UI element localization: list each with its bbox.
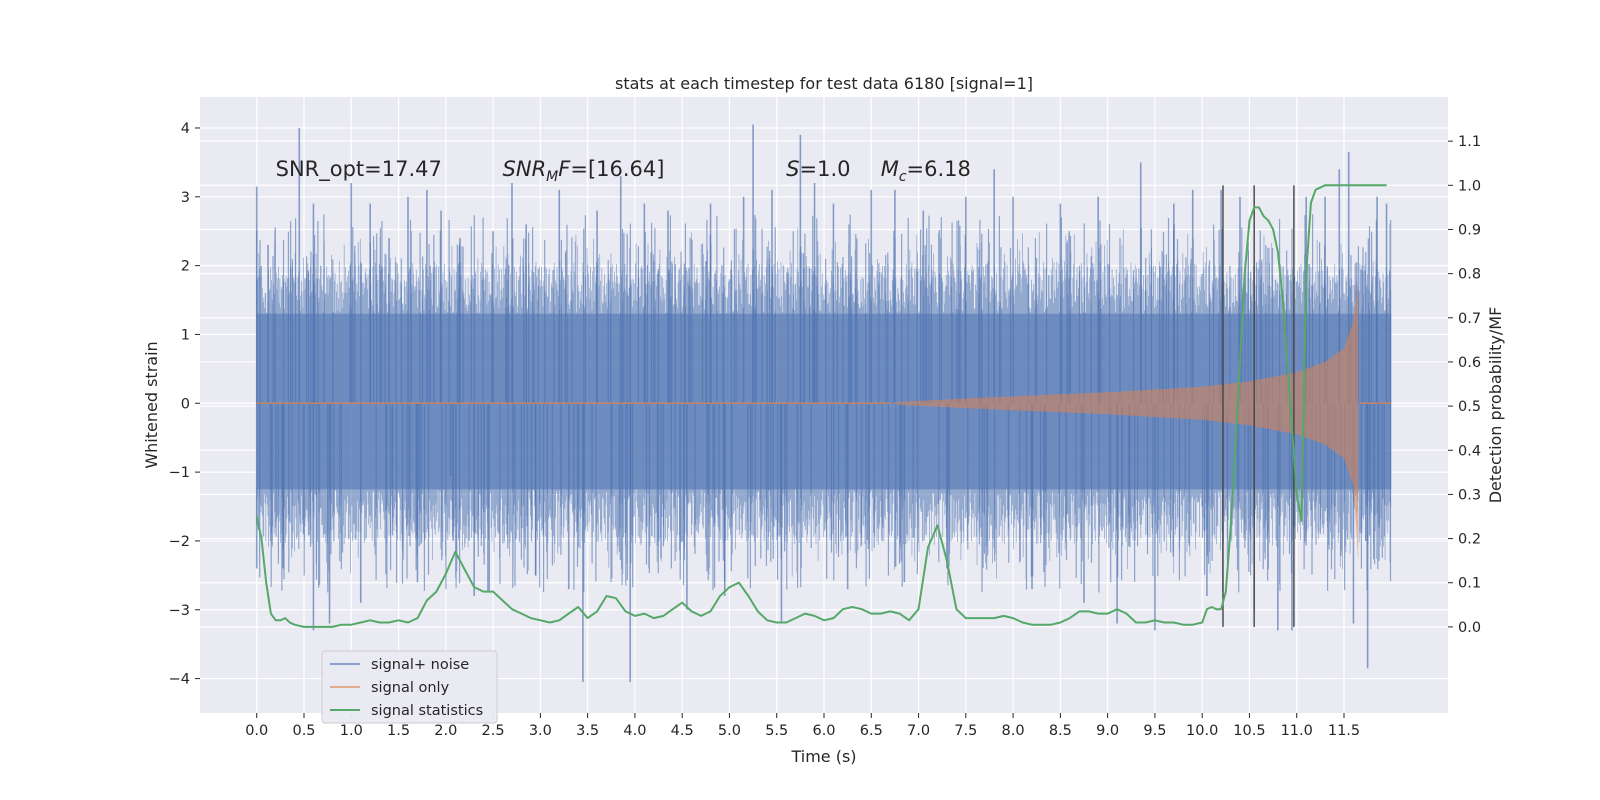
y-right-tick-label-1: 0.1 [1458, 576, 1481, 592]
x-tick-label-0: 0.0 [245, 723, 268, 739]
y-left-tick-label-6: 2 [181, 259, 190, 275]
x-tick-label-3: 1.5 [387, 723, 410, 739]
x-tick-label-5: 2.5 [482, 723, 505, 739]
series-signal-statistics [255, 184, 1387, 628]
x-axis-label: Time (s) [790, 747, 856, 766]
x-tick-label-9: 4.5 [671, 723, 694, 739]
y-right-tick-label-10: 1.0 [1458, 178, 1481, 194]
x-tick-label-16: 8.0 [1002, 723, 1025, 739]
y-left-tick-label-5: 1 [181, 327, 190, 343]
y-right-tick-label-7: 0.7 [1458, 311, 1481, 327]
y-right-tick-label-2: 0.2 [1458, 532, 1481, 548]
x-tick-label-11: 5.5 [765, 723, 788, 739]
annotation-mc-value: Mc=6.18 [881, 157, 971, 185]
x-tick-label-18: 9.0 [1096, 723, 1119, 739]
x-tick-label-10: 5.0 [718, 723, 741, 739]
y-right-tick-label-5: 0.5 [1458, 399, 1481, 415]
legend-box [321, 650, 498, 724]
y-right-tick-label-4: 0.4 [1458, 443, 1481, 459]
x-tick-label-13: 6.5 [860, 723, 883, 739]
legend-label-signal-noise: signal+ noise [371, 657, 469, 673]
x-tick-label-2: 1.0 [340, 723, 363, 739]
y-axis-label-right: Detection probability/MF [1486, 307, 1505, 504]
x-tick-label-23: 11.5 [1328, 723, 1360, 739]
x-tick-label-22: 11.0 [1281, 723, 1313, 739]
axes: 0.0 0.5 1.0 1.5 2.0 2.5 3.0 3.5 4.0 4.5 5.0 5.5 6.0 6… [169, 121, 1481, 739]
y-left-tick-label-2: −2 [169, 534, 190, 550]
legend: signal+ noise signal only signal statist… [321, 650, 498, 724]
x-tick-label-20: 10.0 [1186, 723, 1218, 739]
y-left-tick-label-8: 4 [181, 121, 190, 137]
x-tick-label-4: 2.0 [434, 723, 457, 739]
annotations: SNR_opt=17.47 SNRMF=[16.64] S=1.0 Mc=6.18 [276, 157, 971, 185]
x-tick-label-17: 8.5 [1049, 723, 1072, 739]
x-tick-label-15: 7.5 [954, 723, 977, 739]
y-right-tick-label-0: 0.0 [1458, 620, 1481, 636]
x-tick-label-6: 3.0 [529, 723, 552, 739]
noise-spikes [256, 214, 1392, 593]
y-right-tick-label-3: 0.3 [1458, 487, 1481, 503]
y-left-tick-label-3: −1 [169, 465, 190, 481]
series-signal-only [256, 282, 1392, 562]
x-tick-label-19: 9.5 [1143, 723, 1166, 739]
x-tick-label-21: 10.5 [1233, 723, 1265, 739]
annotation-snr-mf: SNRMF=[16.64] [503, 157, 665, 185]
x-tick-label-7: 3.5 [576, 723, 599, 739]
x-tick-label-1: 0.5 [292, 723, 315, 739]
legend-label-signal-statistics: signal statistics [371, 703, 483, 719]
signal-only-band [890, 282, 1359, 562]
series-layer [255, 124, 1392, 683]
y-right-tick-label-9: 0.9 [1458, 222, 1481, 238]
y-left-tick-label-4: 0 [181, 396, 190, 412]
x-tick-label-12: 6.0 [812, 723, 835, 739]
y-right-tick-label-8: 0.8 [1458, 267, 1481, 283]
chart-title: stats at each timestep for test data 618… [615, 74, 1033, 93]
annotation-snr-opt: SNR_opt=17.47 [276, 157, 442, 182]
y-right-tick-label-6: 0.6 [1458, 355, 1481, 371]
y-left-tick-label-0: −4 [169, 672, 190, 688]
y-left-tick-label-1: −3 [169, 603, 190, 619]
y-axis-label-left: Whitened strain [142, 341, 161, 468]
y-left-tick-label-7: 3 [181, 190, 190, 206]
x-tick-label-14: 7.0 [907, 723, 930, 739]
legend-label-signal-only: signal only [371, 680, 450, 696]
annotation-s-value: S=1.0 [786, 157, 850, 181]
y-right-tick-label-11: 1.1 [1458, 134, 1481, 150]
x-tick-label-8: 4.0 [623, 723, 646, 739]
